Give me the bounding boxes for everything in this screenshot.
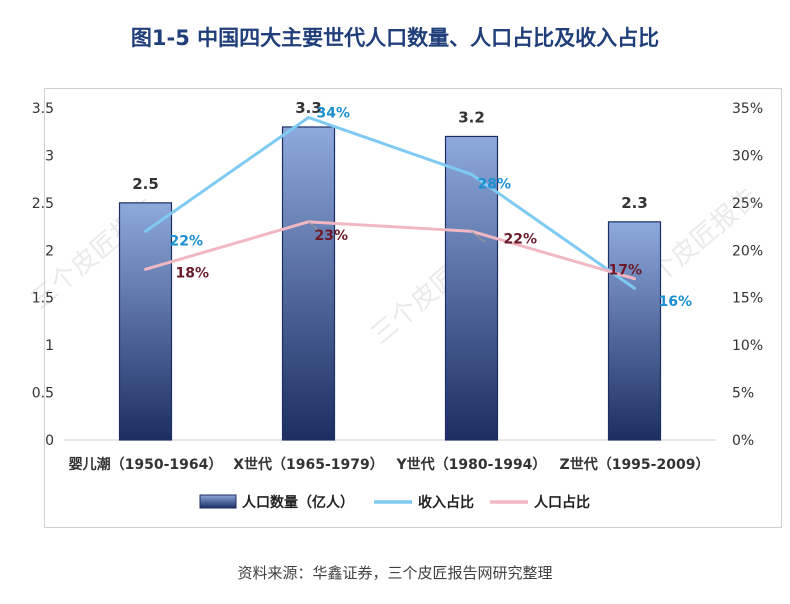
y2-tick-label: 0% [732, 433, 754, 449]
x-category-label: X世代（1965-1979） [233, 456, 384, 473]
bar-data-label: 2.5 [132, 175, 159, 193]
y2-tick-label: 25% [732, 196, 763, 212]
legend-label-population-share: 人口占比 [534, 494, 590, 511]
y-tick-label: 3.5 [32, 101, 54, 117]
population-share-label: 17% [609, 263, 643, 279]
y2-tick-label: 10% [732, 338, 763, 354]
y2-tick-label: 20% [732, 243, 763, 259]
income-share-label: 22% [170, 233, 204, 249]
y-tick-label: 0 [45, 433, 54, 449]
y-tick-label: 1 [45, 338, 54, 354]
population-share-label: 18% [176, 265, 210, 281]
bar-population [607, 221, 662, 441]
y2-tick-label: 5% [732, 386, 754, 402]
line-population-share [144, 220, 636, 281]
y2-tick-label: 35% [732, 101, 763, 117]
line-income-share [144, 115, 636, 290]
bar-population [118, 202, 173, 441]
legend-swatch-population [199, 494, 237, 509]
legend-label-population: 人口数量（亿人） [242, 494, 354, 511]
bar-data-label: 3.2 [458, 108, 485, 126]
population-share-label: 22% [504, 231, 538, 247]
label-leader-line [471, 230, 486, 242]
x-category-label: 婴儿潮（1950-1964） [69, 456, 223, 473]
income-share-label: 28% [478, 176, 512, 192]
source-note: 资料来源：华鑫证券，三个皮匠报告网研究整理 [237, 564, 553, 582]
y-tick-label: 0.5 [32, 386, 54, 402]
y-tick-label: 1.5 [32, 291, 54, 307]
bar-population [281, 126, 336, 441]
income-share-label: 16% [659, 294, 693, 310]
label-leader-line [308, 221, 323, 233]
bar-data-label: 3.3 [295, 99, 322, 117]
y2-tick-label: 30% [732, 148, 763, 164]
y-tick-label: 3 [45, 148, 54, 164]
legend-label-income: 收入占比 [418, 494, 474, 511]
x-category-label: Y世代（1980-1994） [396, 456, 547, 473]
y-tick-label: 2 [45, 243, 54, 259]
y-tick-label: 2.5 [32, 196, 54, 212]
bar-data-label: 2.3 [621, 194, 648, 212]
chart-frame [44, 88, 782, 528]
chart-title: 图1-5 中国四大主要世代人口数量、人口占比及收入占比 [130, 26, 660, 50]
y2-tick-label: 15% [732, 291, 763, 307]
income-share-label: 34% [317, 105, 351, 121]
population-share-label: 23% [315, 228, 349, 244]
x-category-label: Z世代（1995-2009） [560, 456, 710, 473]
